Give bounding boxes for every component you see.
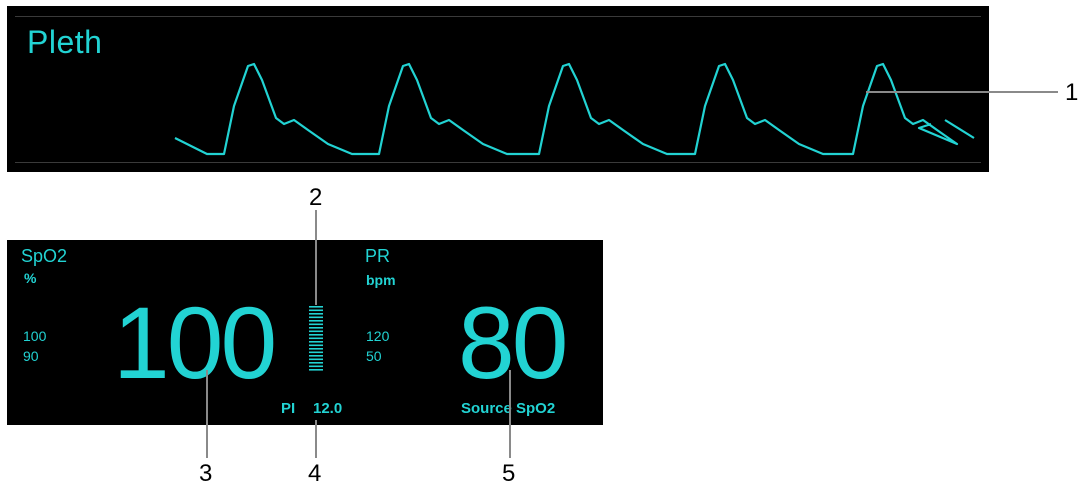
waveform-bottom-rule <box>15 162 981 163</box>
perfusion-bar-segment <box>309 355 323 357</box>
perfusion-bar-segment <box>309 327 323 329</box>
pr-alarm-low: 50 <box>366 348 382 364</box>
perfusion-bar-segment <box>309 309 323 312</box>
spo2-alarm-low: 90 <box>23 348 39 364</box>
perfusion-bar-segment <box>309 306 323 308</box>
spo2-unit: % <box>24 270 37 286</box>
perfusion-bar-segment <box>309 341 323 343</box>
perfusion-bar-segment <box>309 369 323 371</box>
pr-value: 80 <box>458 286 568 400</box>
spo2-parameter-panel[interactable]: SpO2 % 100 90 100 PR bpm 120 50 80 PI 12… <box>7 240 603 425</box>
waveform-top-rule <box>15 16 981 17</box>
callout-number-2: 2 <box>309 184 323 211</box>
perfusion-bar-segment <box>309 344 323 347</box>
pr-alarm-high: 120 <box>366 328 390 344</box>
perfusion-bar-segment <box>309 351 323 354</box>
perfusion-bar-segment <box>309 348 323 350</box>
pr-label: PR <box>365 246 391 266</box>
spo2-alarm-high: 100 <box>23 328 47 344</box>
spo2-value: 100 <box>113 286 277 400</box>
pi-value: 12.0 <box>313 400 343 417</box>
perfusion-bar-segment <box>309 337 323 340</box>
perfusion-bar-segment <box>309 320 323 322</box>
perfusion-bar-segment <box>309 358 323 361</box>
perfusion-bar-indicator <box>309 306 323 371</box>
perfusion-bar-segment <box>309 323 323 326</box>
perfusion-bar-segment <box>309 313 323 315</box>
perfusion-bar-segment <box>309 365 323 368</box>
callout-number-4: 4 <box>308 460 322 487</box>
perfusion-bar-segments <box>309 306 323 371</box>
pr-source: Source SpO2 <box>461 400 556 417</box>
pi-label: PI <box>281 400 296 417</box>
pleth-wave-tail <box>944 119 975 139</box>
callout-number-5: 5 <box>502 460 516 487</box>
callout-number-1: 1 <box>1065 79 1079 106</box>
perfusion-bar-segment <box>309 316 323 319</box>
pleth-waveform-panel: Pleth <box>7 6 989 172</box>
pleth-wave-trace <box>174 62 959 156</box>
callout-number-3: 3 <box>199 460 213 487</box>
perfusion-bar-segment <box>309 334 323 336</box>
pleth-waveform <box>174 62 975 156</box>
pleth-title: Pleth <box>27 24 103 60</box>
spo2-label: SpO2 <box>21 246 68 266</box>
pr-unit: bpm <box>366 272 396 288</box>
perfusion-bar-segment <box>309 330 323 333</box>
perfusion-bar-segment <box>309 362 323 364</box>
